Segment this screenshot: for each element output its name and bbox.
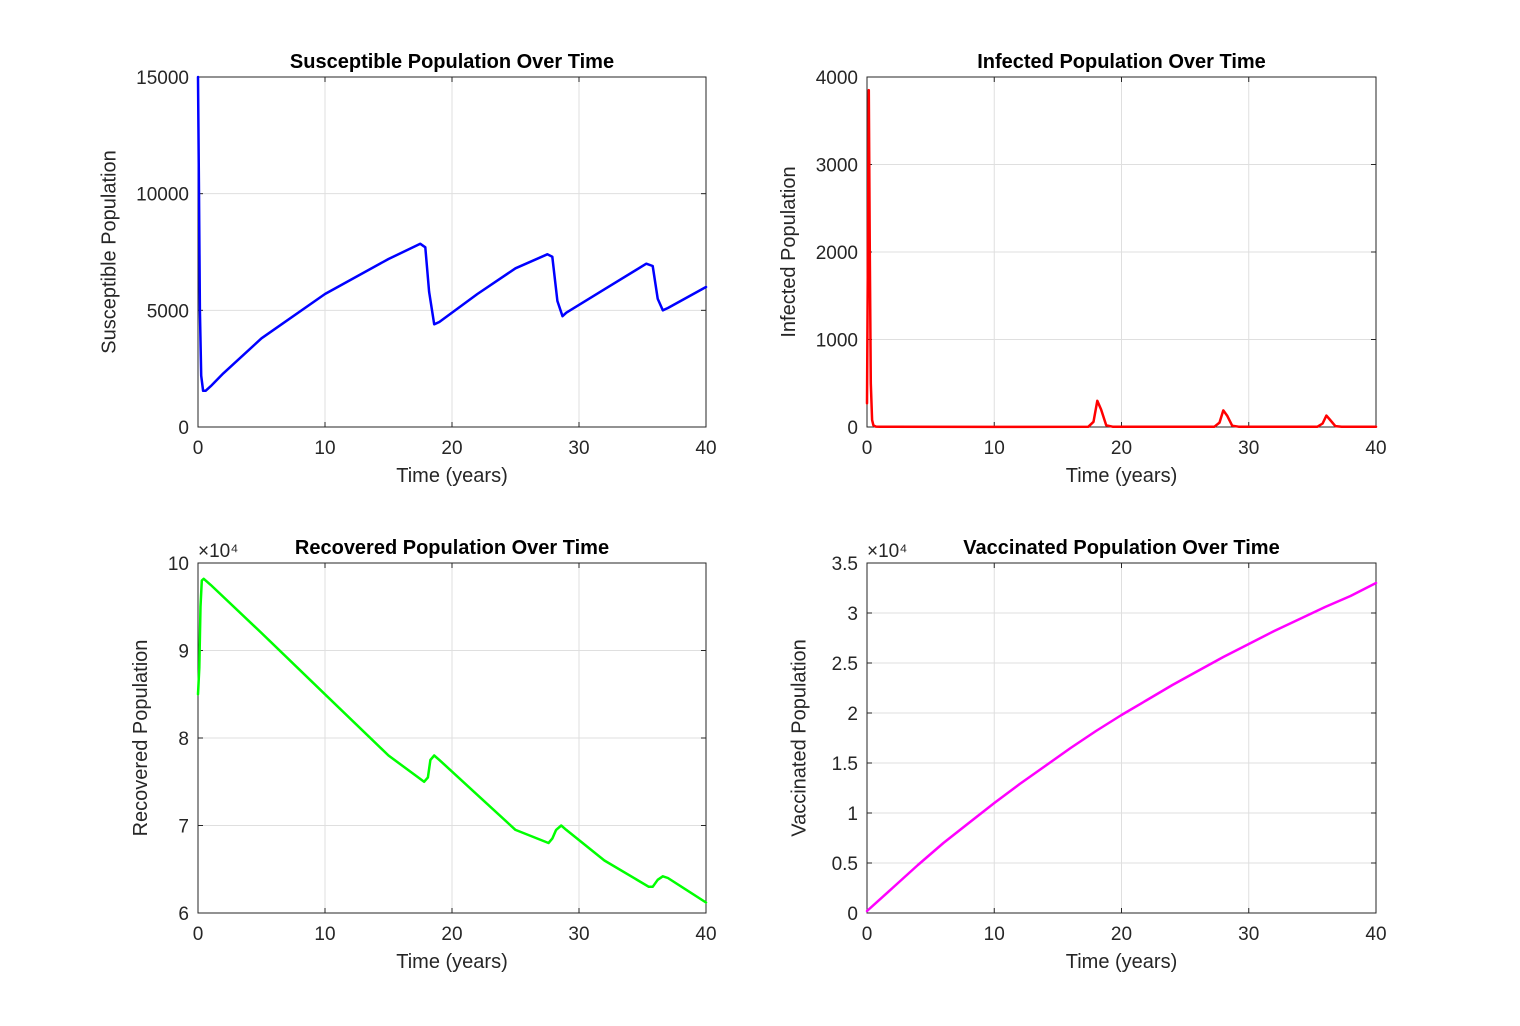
y-tick-label: 7 — [178, 817, 189, 838]
y-axis-label: Vaccinated Population — [789, 639, 811, 837]
y-tick-label: 10000 — [136, 185, 189, 206]
series-line-recovered — [196, 577, 708, 904]
chart-title: Susceptible Population Over Time — [290, 51, 614, 73]
subplot-infected: 0 10 20 30 40 0 1000 2000 3000 4000 Infected Popul… — [778, 51, 1387, 487]
chart-title: Infected Population Over Time — [977, 51, 1266, 73]
subplot-recovered: 0 10 20 30 40 6 7 8 9 10 Recovered Population Over… — [130, 537, 717, 973]
y-tick-label: 0 — [178, 418, 189, 439]
x-axis-label: Time (years) — [396, 951, 507, 973]
y-tick-label: 3000 — [816, 156, 858, 177]
chart-title: Recovered Population Over Time — [295, 537, 609, 559]
x-tick-label: 30 — [568, 438, 589, 459]
x-tick-label: 40 — [1365, 438, 1386, 459]
y-tick-label: 0 — [847, 904, 858, 925]
y-tick-label: 3.5 — [832, 554, 858, 575]
x-tick-label: 40 — [695, 438, 716, 459]
axes-box — [866, 562, 1377, 914]
x-tick-label: 30 — [1238, 438, 1259, 459]
x-tick-label: 10 — [314, 438, 335, 459]
x-tick-label: 40 — [1365, 924, 1386, 945]
x-tick-label: 20 — [441, 438, 462, 459]
x-tick-label: 20 — [1111, 438, 1132, 459]
x-tick-label: 0 — [193, 438, 204, 459]
y-axis-exponent-label: ×10⁴ — [867, 541, 907, 562]
x-tick-label: 10 — [314, 924, 335, 945]
y-tick-label: 6 — [178, 904, 189, 925]
y-tick-label: 9 — [178, 642, 189, 663]
series-line-susceptible — [196, 75, 708, 393]
x-axis-label: Time (years) — [1066, 951, 1177, 973]
y-tick-label: 10 — [168, 554, 189, 575]
y-tick-label: 0 — [847, 418, 858, 439]
y-tick-label: 15000 — [136, 68, 189, 89]
x-tick-label: 0 — [862, 924, 873, 945]
y-tick-label: 5000 — [147, 301, 189, 322]
x-axis-label: Time (years) — [1066, 465, 1177, 487]
y-tick-label: 1 — [847, 804, 858, 825]
x-tick-label: 40 — [695, 924, 716, 945]
subplot-vaccinated: 0 10 20 30 40 0 0.5 1 1.5 2 2.5 3 3.5 Vaccinated Popu… — [789, 537, 1387, 973]
series-line-infected — [865, 88, 1378, 429]
y-tick-label: 2.5 — [832, 654, 858, 675]
x-tick-label: 10 — [984, 438, 1005, 459]
x-tick-label: 0 — [193, 924, 204, 945]
y-axis-exponent-label: ×10⁴ — [198, 541, 238, 562]
axes-box — [197, 562, 707, 914]
chart-title: Vaccinated Population Over Time — [963, 537, 1279, 559]
axes-box — [197, 76, 707, 428]
y-tick-label: 0.5 — [832, 854, 858, 875]
y-axis-label: Recovered Population — [130, 640, 152, 837]
x-tick-label: 20 — [441, 924, 462, 945]
y-tick-label: 8 — [178, 729, 189, 750]
y-tick-label: 2000 — [816, 243, 858, 264]
y-tick-label: 4000 — [816, 68, 858, 89]
y-tick-label: 1.5 — [832, 754, 858, 775]
x-tick-label: 20 — [1111, 924, 1132, 945]
x-tick-label: 30 — [568, 924, 589, 945]
y-axis-label: Susceptible Population — [99, 150, 121, 353]
subplot-susceptible: 0 10 20 30 40 0 5000 10000 15000 Susceptible Popu… — [99, 51, 717, 487]
x-tick-label: 30 — [1238, 924, 1259, 945]
y-axis-label: Infected Population — [778, 166, 800, 337]
y-tick-label: 1000 — [816, 331, 858, 352]
series-line-vaccinated — [865, 581, 1378, 913]
x-axis-label: Time (years) — [396, 465, 507, 487]
x-tick-label: 10 — [984, 924, 1005, 945]
y-tick-label: 2 — [847, 704, 858, 725]
x-tick-label: 0 — [862, 438, 873, 459]
y-tick-label: 3 — [847, 604, 858, 625]
